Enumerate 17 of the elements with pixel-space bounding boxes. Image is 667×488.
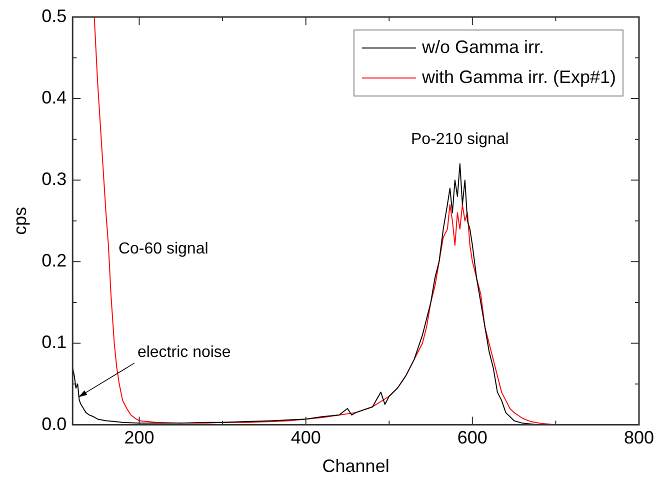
x-tick-label: 400 (290, 428, 321, 448)
y-tick-label: 0.5 (42, 6, 67, 26)
annotation: Co-60 signal (118, 240, 208, 258)
y-tick-label: 0.1 (42, 332, 67, 352)
legend-label: with Gamma irr. (Exp#1) (420, 66, 616, 87)
x-tick-label: 600 (457, 428, 488, 448)
x-tick-label: 200 (124, 428, 154, 448)
y-tick-label: 0.2 (42, 250, 67, 271)
annotation: electric noise (137, 344, 231, 362)
y-tick-label: 0.0 (42, 414, 67, 434)
y-tick-label: 0.3 (42, 169, 67, 190)
y-tick-label: 0.4 (42, 88, 67, 108)
y-axis-title: cps (10, 206, 30, 235)
annotation: Po-210 signal (411, 130, 509, 148)
x-tick-label: 800 (624, 428, 654, 448)
legend-label: w/o Gamma irr. (420, 36, 544, 57)
x-axis-title: Channel (322, 456, 390, 476)
